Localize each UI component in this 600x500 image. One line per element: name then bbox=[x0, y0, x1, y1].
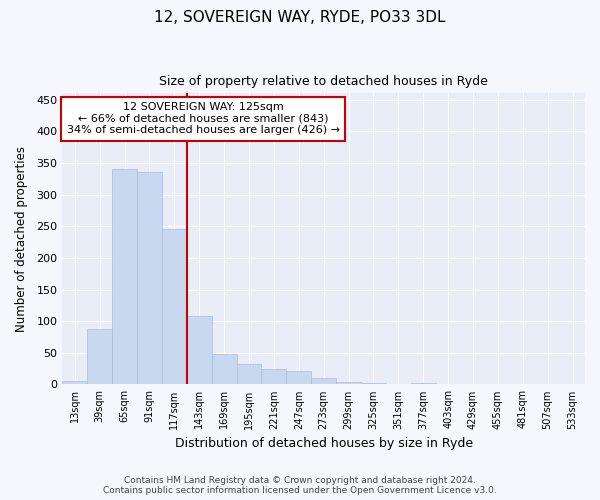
Bar bbox=[162, 230, 187, 384]
Bar bbox=[236, 364, 262, 384]
X-axis label: Distribution of detached houses by size in Ryde: Distribution of detached houses by size … bbox=[175, 437, 473, 450]
Bar bbox=[411, 382, 436, 384]
Bar bbox=[187, 316, 212, 384]
Bar bbox=[137, 172, 162, 384]
Bar bbox=[286, 371, 311, 384]
Bar bbox=[336, 382, 361, 384]
Bar bbox=[361, 382, 386, 384]
Bar bbox=[311, 378, 336, 384]
Bar bbox=[112, 170, 137, 384]
Bar bbox=[212, 354, 236, 384]
Text: 12, SOVEREIGN WAY, RYDE, PO33 3DL: 12, SOVEREIGN WAY, RYDE, PO33 3DL bbox=[154, 10, 446, 25]
Title: Size of property relative to detached houses in Ryde: Size of property relative to detached ho… bbox=[159, 75, 488, 88]
Text: Contains HM Land Registry data © Crown copyright and database right 2024.
Contai: Contains HM Land Registry data © Crown c… bbox=[103, 476, 497, 495]
Bar bbox=[62, 382, 87, 384]
Bar bbox=[87, 328, 112, 384]
Y-axis label: Number of detached properties: Number of detached properties bbox=[15, 146, 28, 332]
Text: 12 SOVEREIGN WAY: 125sqm
← 66% of detached houses are smaller (843)
34% of semi-: 12 SOVEREIGN WAY: 125sqm ← 66% of detach… bbox=[67, 102, 340, 136]
Bar bbox=[262, 368, 286, 384]
